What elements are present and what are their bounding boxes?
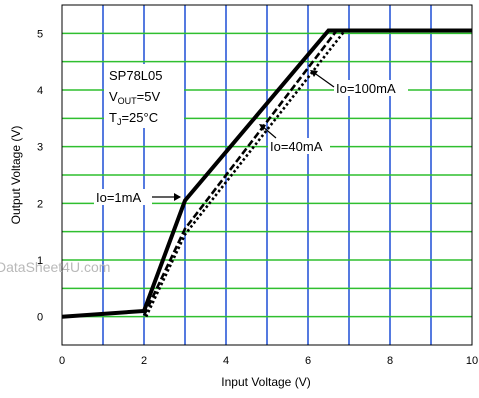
series-line-io-100ma [144,29,472,318]
horizontal-gridlines [62,32,472,318]
x-tick-label: 2 [141,355,147,367]
x-tick-label: 4 [223,355,229,367]
y-tick-label: 5 [37,28,43,40]
y-tick-label: 4 [37,85,43,97]
callout-io1: Io=1mA [94,189,181,205]
y-tick-labels: 0 1 2 3 4 5 [37,28,43,323]
x-tick-label: 8 [387,355,393,367]
series-layer [61,28,472,319]
callout-io100: Io=100mA [310,70,408,96]
plot-frame [61,4,473,346]
x-tick-label: 10 [466,355,478,367]
y-tick-label: 1 [37,255,43,267]
watermark-text: DataSheet4U.com [0,259,110,275]
x-axis-label: Input Voltage (V) [221,375,310,389]
y-tick-label: 2 [37,198,43,210]
y-tick-label: 0 [37,312,43,324]
callout-io40: Io=40mA [259,124,330,154]
series-line-io-1ma [61,28,472,319]
io100-label: Io=100mA [336,81,396,96]
condition-annotation: SP78L05 VOUT=5V TJ=25°C [104,64,184,128]
y-tick-label: 3 [37,142,43,154]
io40-label: Io=40mA [270,139,323,154]
y-axis-label: Output Voltage (V) [9,126,23,225]
vout-condition-label: VOUT=5V [109,89,160,106]
tj-condition-label: TJ=25°C [109,110,158,127]
x-tick-label: 6 [305,355,311,367]
io1-label: Io=1mA [96,190,141,205]
device-name-label: SP78L05 [109,68,163,83]
x-tick-labels: 0 2 4 6 8 10 [59,355,478,367]
x-tick-label: 0 [59,355,65,367]
